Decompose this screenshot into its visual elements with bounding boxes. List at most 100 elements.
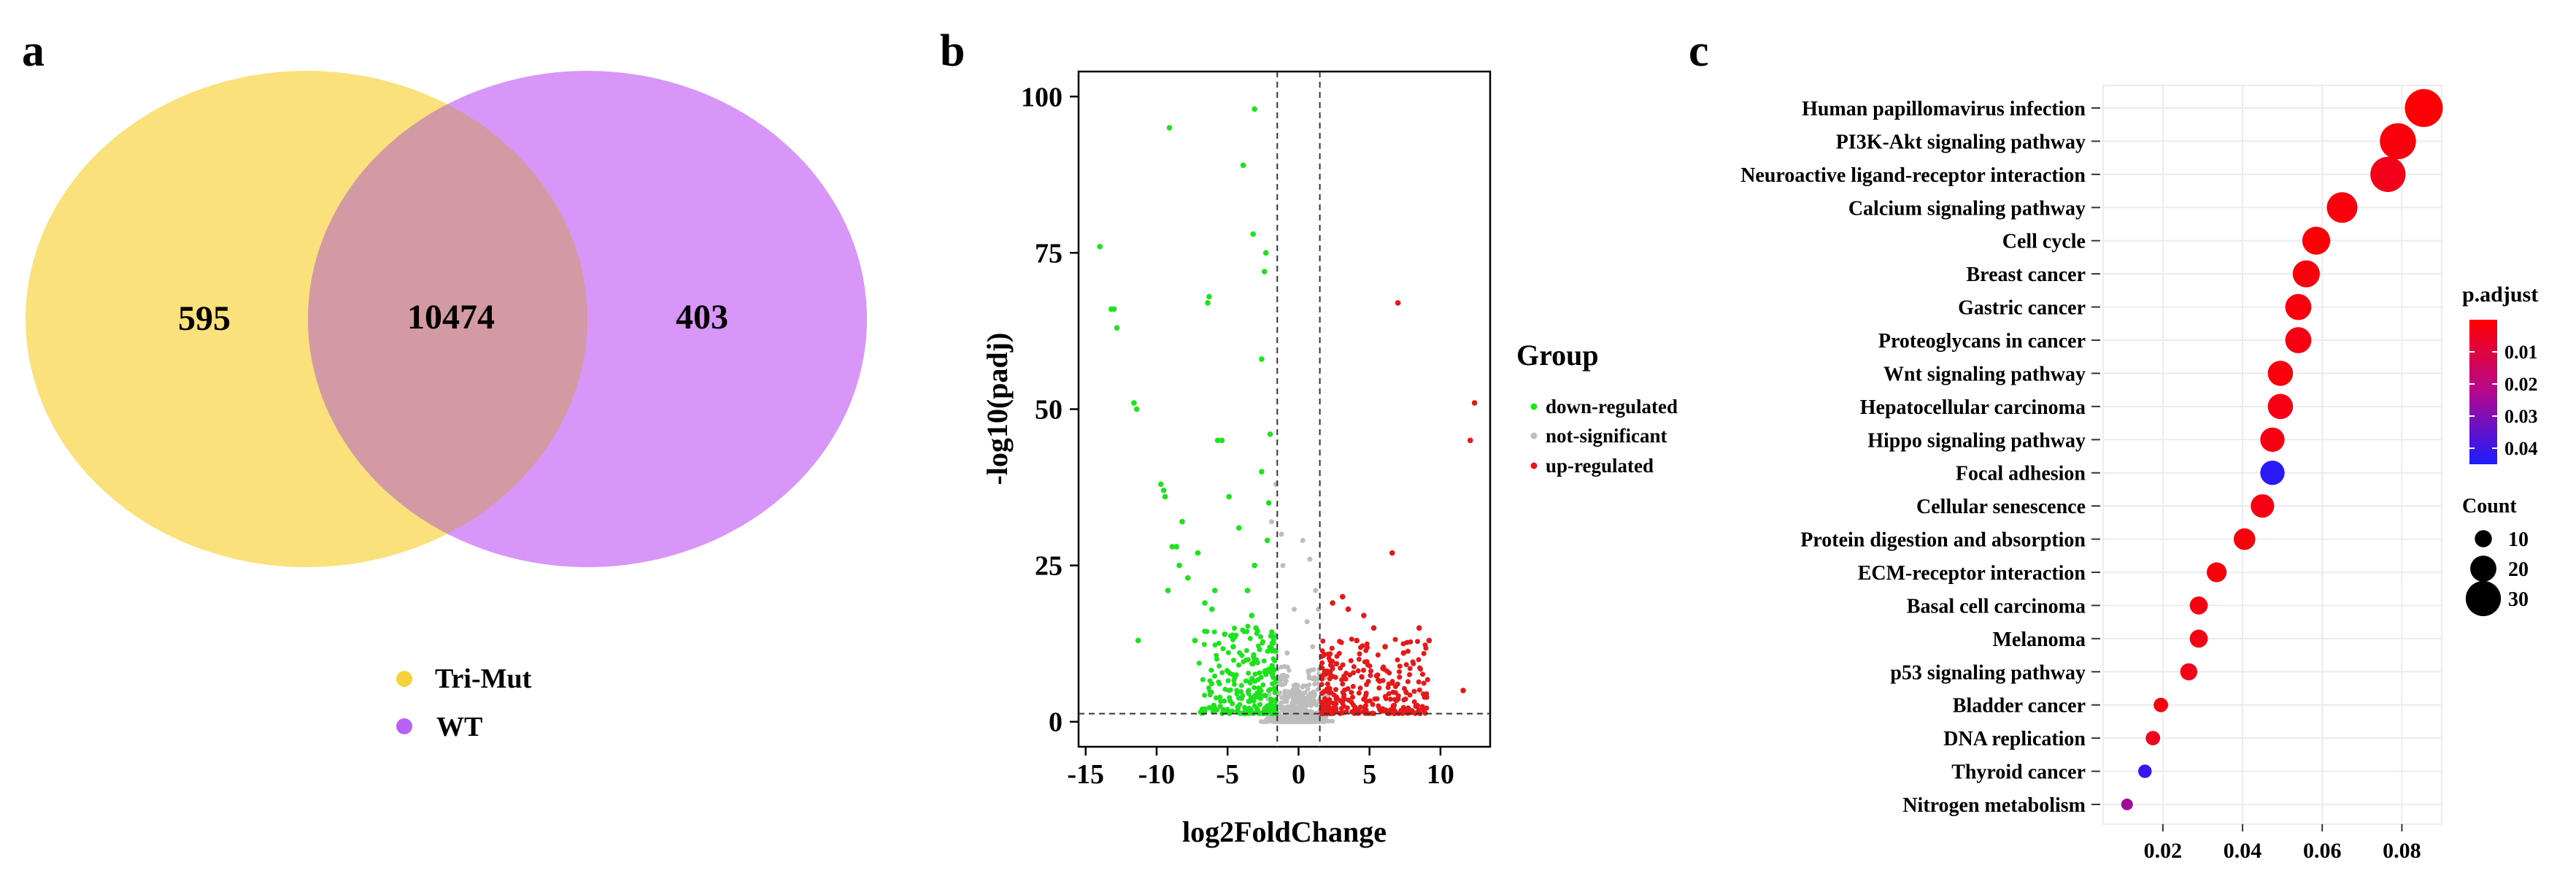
volcano-point-ns [1297, 714, 1303, 719]
volcano-point-up [1389, 550, 1395, 556]
enrichment-dot [2285, 293, 2312, 320]
volcano-point-down [1269, 706, 1275, 712]
volcano-point-up [1392, 696, 1397, 702]
volcano-point-ns [1308, 691, 1313, 696]
volcano-point-down [1243, 647, 1249, 653]
volcano-point-up [1320, 706, 1326, 712]
enrichment-dot [2302, 226, 2331, 255]
panel-label-a: a [22, 26, 45, 76]
volcano-point-up [1351, 702, 1357, 708]
volcano-point-down [1114, 325, 1120, 331]
volcano-point-up [1471, 400, 1478, 406]
volcano-point-up [1387, 696, 1393, 702]
volcano-point-down [1230, 708, 1235, 714]
volcano-point-down [1257, 647, 1262, 653]
volcano-point-down [1200, 677, 1206, 683]
enrichment-dot [2145, 731, 2161, 746]
volcano-point-down [1258, 688, 1264, 693]
volcano-y-tick-label: 100 [1021, 82, 1063, 112]
volcano-point-down [1184, 574, 1191, 581]
volcano-point-down [1252, 703, 1257, 709]
volcano-point-down [1242, 704, 1248, 710]
volcano-point-down [1207, 692, 1213, 698]
volcano-threshold-lines [1079, 72, 1490, 747]
volcano-point-down [1261, 269, 1268, 274]
volcano-point-up [1392, 637, 1398, 642]
enrichment-x-tick-label: 0.04 [2224, 839, 2262, 863]
volcano-point-up [1344, 705, 1350, 711]
volcano-point-ns [1322, 718, 1328, 724]
volcano-up-points [1319, 300, 1478, 717]
volcano-point-up [1407, 666, 1413, 672]
volcano-point-up [1330, 708, 1336, 714]
volcano-point-up [1381, 708, 1387, 714]
term-label: Cell cycle [2002, 231, 2086, 253]
term-label: Cellular senescence [1916, 496, 2086, 518]
volcano-point-down [1176, 562, 1182, 569]
volcano-point-down [1265, 666, 1271, 672]
size-legend-dot [2475, 530, 2492, 547]
size-legend: 10 20 30 [2465, 529, 2529, 617]
volcano-point-up [1407, 692, 1413, 698]
volcano-point-up [1395, 693, 1401, 699]
volcano-point-up [1404, 706, 1410, 712]
volcano-point-down [1236, 662, 1242, 668]
volcano-point-up [1357, 651, 1362, 657]
volcano-point-down [1202, 600, 1208, 606]
venn-right-count: 403 [676, 298, 728, 337]
volcano-point-up [1372, 696, 1378, 702]
volcano-point-up [1416, 625, 1422, 631]
volcano-point-up [1327, 669, 1333, 674]
volcano-point-ns [1259, 719, 1264, 724]
volcano-point-up [1411, 699, 1417, 704]
volcano-point-down [1273, 679, 1279, 685]
volcano-point-up [1421, 680, 1427, 686]
volcano-x-tick-label: -5 [1216, 759, 1239, 790]
volcano-point-down [1252, 685, 1257, 691]
volcano-point-down [1209, 606, 1215, 612]
volcano-point-down [1243, 678, 1249, 684]
volcano-point-up [1339, 593, 1346, 600]
enrichment-dot [2121, 799, 2133, 810]
term-label: Nitrogen metabolism [1902, 794, 2086, 817]
volcano-point-down [1219, 670, 1225, 676]
term-label: Proteoglycans in cancer [1878, 330, 2086, 353]
volcano-point-up [1376, 677, 1381, 683]
enrichment-dot [2180, 663, 2198, 681]
volcano-point-down [1214, 437, 1221, 444]
enrichment-dot [2380, 123, 2416, 160]
volcano-point-up [1383, 696, 1389, 702]
volcano-point-down [1238, 683, 1244, 688]
volcano-point-down [1270, 674, 1276, 680]
volcano-point-down [1231, 625, 1237, 631]
volcano-point-ns [1315, 681, 1321, 686]
volcano-point-down [1267, 431, 1273, 437]
volcano-point-down [1241, 658, 1246, 664]
venn-left-count: 595 [178, 299, 231, 338]
volcano-point-down [1225, 678, 1231, 684]
volcano-point-up [1322, 668, 1328, 674]
volcano-point-up [1330, 700, 1336, 706]
volcano-point-down [1249, 612, 1255, 618]
enrichment-x-tick-label: 0.02 [2144, 839, 2183, 863]
volcano-point-down [1234, 688, 1240, 693]
volcano-point-up [1347, 672, 1353, 678]
volcano-point-down [1263, 672, 1269, 677]
volcano-point-down [1212, 707, 1218, 713]
volcano-point-down [1246, 688, 1252, 693]
volcano-point-ns [1314, 702, 1319, 707]
volcano-point-ns [1288, 718, 1294, 723]
volcano-point-up [1324, 686, 1330, 692]
volcano-point-down [1249, 661, 1255, 666]
volcano-point-down [1230, 672, 1235, 677]
volcano-point-up [1350, 683, 1356, 689]
volcano-x-tick-label: 0 [1292, 759, 1306, 790]
volcano-point-up [1324, 681, 1330, 687]
term-label: Protein digestion and absorption [1800, 529, 2086, 552]
color-legend-tick-label: 0.03 [2504, 406, 2538, 427]
volcano-point-up [1397, 674, 1403, 680]
volcano-point-ns [1288, 692, 1293, 697]
enrichment-dot [2189, 596, 2208, 615]
volcano-point-up [1320, 638, 1326, 644]
volcano-point-down [1205, 300, 1211, 306]
